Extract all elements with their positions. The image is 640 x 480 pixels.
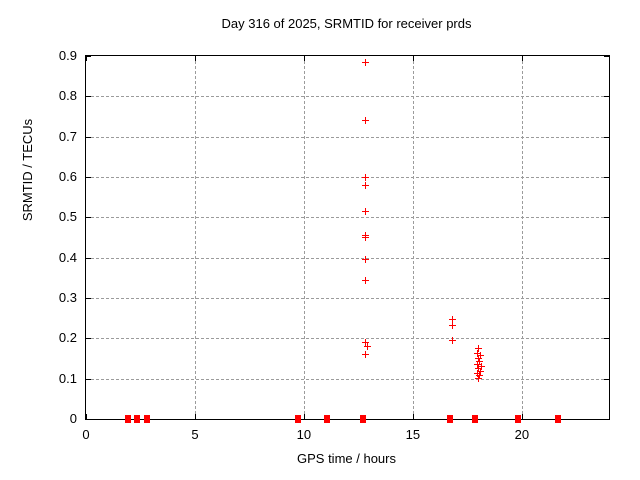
y-tick-label: 0.9 xyxy=(58,48,77,63)
x-tick-mark xyxy=(86,414,87,419)
y-tick-mark xyxy=(86,257,91,259)
x-tick-label: 20 xyxy=(514,427,530,442)
zero-cluster-marker xyxy=(324,415,331,423)
data-point-marker xyxy=(362,338,370,346)
data-point-marker xyxy=(362,256,370,264)
x-gridline xyxy=(303,56,305,419)
data-point-marker xyxy=(448,322,456,330)
y-tick-mark xyxy=(86,177,91,178)
y-tick-mark xyxy=(86,378,91,380)
y-tick-mark xyxy=(604,136,609,138)
y-gridline xyxy=(86,217,609,219)
y-tick-mark xyxy=(86,419,91,420)
data-point-marker xyxy=(362,174,370,181)
y-gridline xyxy=(86,177,609,178)
data-point-marker xyxy=(475,365,483,373)
y-tick-mark xyxy=(604,419,609,420)
data-point-marker xyxy=(475,372,483,380)
data-point-marker xyxy=(362,234,370,242)
x-gridline xyxy=(194,56,196,419)
x-gridline xyxy=(412,56,414,419)
zero-cluster-marker xyxy=(143,415,150,423)
x-tick-mark xyxy=(412,414,414,419)
y-tick-mark xyxy=(604,338,609,340)
x-tick-label: 15 xyxy=(405,427,421,442)
data-point-marker xyxy=(475,357,483,365)
zero-cluster-marker xyxy=(447,415,454,423)
data-point-marker xyxy=(362,182,370,190)
data-point-marker xyxy=(473,360,481,368)
zero-cluster-marker xyxy=(472,415,479,423)
x-tick-mark xyxy=(303,56,305,61)
y-tick-mark xyxy=(604,217,609,219)
data-point-marker xyxy=(475,354,483,362)
y-gridline xyxy=(86,338,609,340)
y-gridline xyxy=(86,378,609,380)
zero-cluster-marker xyxy=(294,415,301,423)
data-point-marker xyxy=(362,117,370,125)
x-tick-mark xyxy=(86,56,87,61)
plot-area: 0 5 10 15 20 0 0.1 0.2 0.3 0.4 0.5 0.6 0.7 0.8 0.9 xyxy=(59,48,610,442)
y-gridline xyxy=(86,96,609,98)
y-gridline xyxy=(86,257,609,259)
data-point-marker xyxy=(475,375,483,383)
data-point-marker xyxy=(474,349,482,357)
data-point-marker xyxy=(362,350,370,358)
y-tick-mark xyxy=(86,136,91,138)
zero-cluster-marker xyxy=(133,415,140,423)
y-tick-label: 0.1 xyxy=(58,370,77,386)
y-tick-label: 0.5 xyxy=(58,209,77,225)
data-point-marker xyxy=(361,207,369,215)
data-point-marker xyxy=(474,370,482,378)
data-point-marker xyxy=(476,367,484,375)
y-tick-label: 0.3 xyxy=(58,290,77,305)
x-tick-label: 10 xyxy=(296,427,312,442)
x-tick-mark xyxy=(521,414,523,419)
zero-cluster-marker xyxy=(514,415,521,423)
x-tick-mark xyxy=(412,56,414,61)
data-point-marker xyxy=(448,336,456,344)
y-tick-mark xyxy=(86,338,91,340)
y-gridline xyxy=(86,136,609,138)
data-point-marker xyxy=(362,59,370,67)
y-tick-mark xyxy=(604,177,609,178)
y-tick-mark xyxy=(604,257,609,259)
x-gridline xyxy=(521,56,523,419)
data-point-marker xyxy=(477,363,485,371)
y-tick-mark xyxy=(86,96,91,98)
x-axis-label: GPS time / hours xyxy=(297,451,396,466)
y-tick-mark xyxy=(604,96,609,98)
y-tick-mark xyxy=(86,56,91,57)
data-point-marker xyxy=(364,342,372,350)
x-tick-mark xyxy=(194,56,196,61)
data-point-marker xyxy=(361,276,369,284)
zero-cluster-marker xyxy=(124,415,131,423)
zero-cluster-marker xyxy=(554,415,561,423)
y-tick-mark xyxy=(604,298,609,299)
y-tick-label: 0.8 xyxy=(58,88,77,104)
y-tick-label: 0.2 xyxy=(58,330,77,346)
y-tick-mark xyxy=(604,56,609,57)
y-tick-label: 0.4 xyxy=(58,249,77,265)
data-point-marker xyxy=(448,315,456,323)
chart-title: Day 316 of 2025, SRMTID for receiver prd… xyxy=(221,16,472,31)
x-tick-mark xyxy=(303,414,305,419)
y-tick-mark xyxy=(86,217,91,219)
x-tick-label: 5 xyxy=(191,427,199,442)
zero-cluster-marker xyxy=(359,415,366,423)
x-tick-mark xyxy=(521,56,523,61)
x-tick-label: 0 xyxy=(82,427,90,442)
data-point-marker xyxy=(476,352,484,360)
y-gridline xyxy=(86,298,609,299)
y-tick-label: 0.7 xyxy=(58,128,77,144)
y-tick-mark xyxy=(86,298,91,299)
y-tick-mark xyxy=(604,378,609,380)
x-tick-mark xyxy=(194,414,196,419)
y-tick-label: 0.6 xyxy=(58,169,77,184)
data-point-marker xyxy=(475,344,483,352)
y-tick-label: 0 xyxy=(69,411,77,426)
